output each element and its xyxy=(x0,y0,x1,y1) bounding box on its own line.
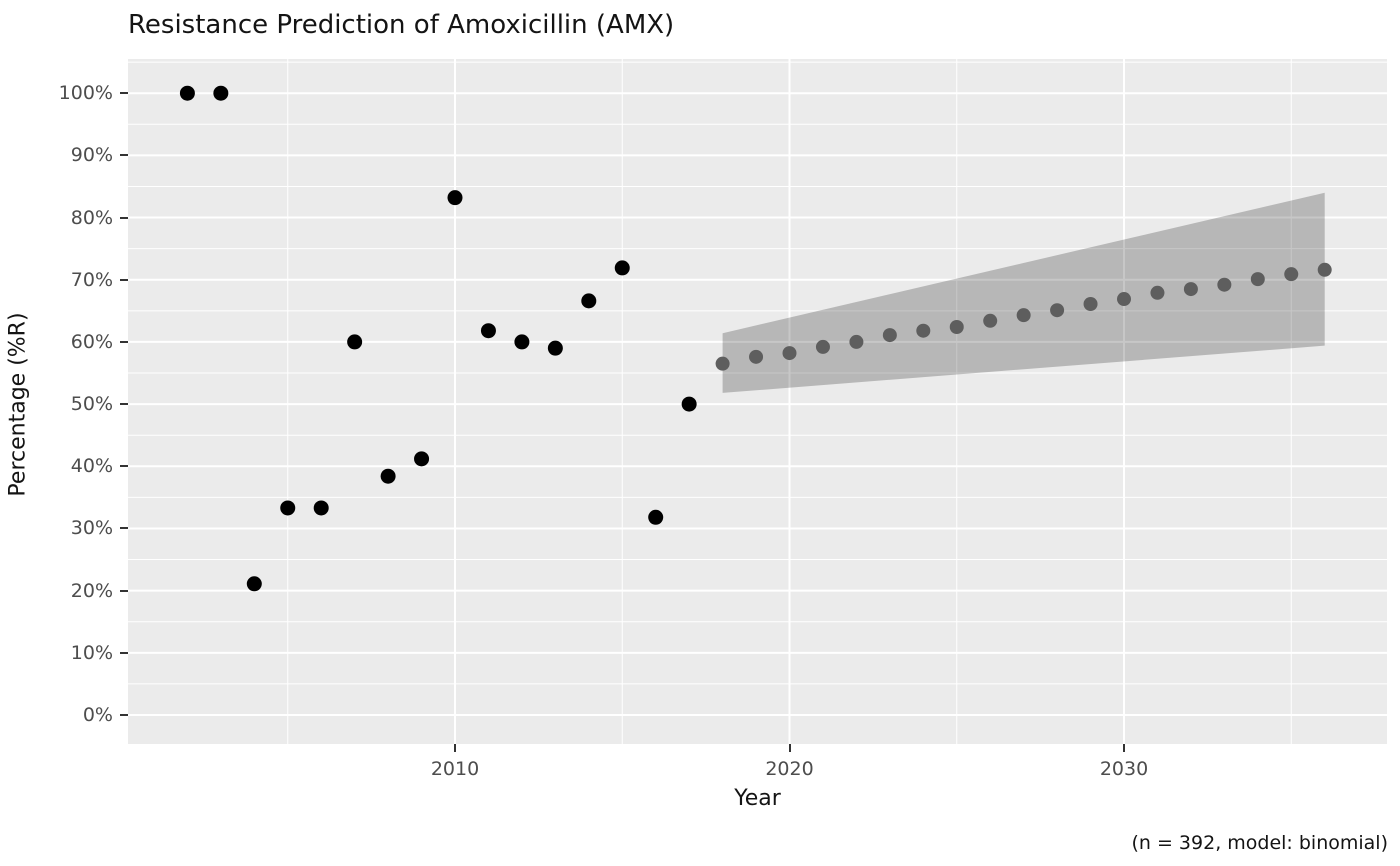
y-tick-mark xyxy=(120,92,128,95)
observed-point xyxy=(681,396,697,412)
y-tick-label: 100% xyxy=(58,82,113,105)
y-tick-mark xyxy=(120,527,128,530)
predicted-point xyxy=(1117,292,1131,307)
y-tick-label: 40% xyxy=(70,455,113,478)
y-tick-label: 60% xyxy=(70,330,113,353)
x-tick-mark xyxy=(454,744,456,752)
y-tick-mark xyxy=(120,154,128,157)
predicted-point xyxy=(749,349,764,364)
x-axis-title: Year xyxy=(734,786,781,811)
observed-point xyxy=(648,509,664,525)
major-gridlines xyxy=(128,59,1387,744)
y-axis-title: Percentage (%R) xyxy=(5,312,31,497)
x-tick-label: 2030 xyxy=(1099,758,1149,780)
observed-point xyxy=(414,451,430,467)
x-tick-label: 2020 xyxy=(765,758,814,780)
confidence-ribbon xyxy=(722,192,1325,393)
predicted-point xyxy=(849,334,864,349)
predicted-point xyxy=(1217,277,1232,292)
predicted-point xyxy=(983,313,998,328)
observed-point xyxy=(179,85,195,101)
minor-gridlines xyxy=(128,59,1387,744)
caption: (n = 392, model: binomial) xyxy=(1131,832,1388,854)
observed-point xyxy=(581,293,597,309)
predicted-point xyxy=(1284,267,1299,282)
predicted-point xyxy=(1150,285,1165,300)
predicted-point xyxy=(782,346,797,361)
y-tick-label: 90% xyxy=(70,144,113,167)
observed-point xyxy=(480,323,496,339)
observed-point xyxy=(514,334,530,350)
y-tick-mark xyxy=(120,216,128,219)
chart-title: Resistance Prediction of Amoxicillin (AM… xyxy=(128,10,675,40)
y-tick-label: 30% xyxy=(70,517,113,540)
predicted-point xyxy=(949,319,964,334)
y-tick-mark xyxy=(120,340,128,343)
y-tick-label: 20% xyxy=(70,579,113,602)
observed-point xyxy=(614,260,630,276)
predicted-points xyxy=(715,262,1332,371)
y-tick-label: 10% xyxy=(70,641,113,664)
predicted-point xyxy=(1050,303,1065,318)
observed-point xyxy=(347,334,363,350)
predicted-point xyxy=(882,328,897,343)
chart-canvas xyxy=(128,59,1387,744)
predicted-point xyxy=(1083,296,1098,311)
observed-point xyxy=(547,340,563,356)
x-tick-mark xyxy=(788,744,791,752)
observed-point xyxy=(246,576,262,592)
observed-points xyxy=(179,85,697,592)
y-tick-mark xyxy=(120,403,128,406)
observed-point xyxy=(447,190,463,206)
predicted-point xyxy=(1016,308,1031,323)
observed-point xyxy=(280,500,296,516)
y-tick-mark xyxy=(120,589,128,592)
x-tick-label: 2010 xyxy=(430,758,480,780)
y-tick-label: 0% xyxy=(82,704,113,726)
y-tick-mark xyxy=(120,651,128,654)
observed-point xyxy=(313,500,329,516)
predicted-point xyxy=(715,356,730,371)
predicted-point xyxy=(815,339,830,354)
observed-point xyxy=(213,85,229,101)
y-tick-mark xyxy=(120,714,128,716)
y-tick-label: 80% xyxy=(70,206,113,229)
predicted-point xyxy=(1317,262,1332,277)
predicted-point xyxy=(1183,282,1198,297)
y-tick-mark xyxy=(120,278,128,281)
predicted-point xyxy=(916,323,931,338)
y-tick-label: 50% xyxy=(70,393,113,416)
plot-panel xyxy=(128,59,1387,744)
x-tick-mark xyxy=(1123,744,1125,752)
observed-point xyxy=(380,468,396,484)
y-tick-label: 70% xyxy=(70,268,113,291)
predicted-point xyxy=(1250,272,1265,287)
y-tick-mark xyxy=(120,465,128,468)
